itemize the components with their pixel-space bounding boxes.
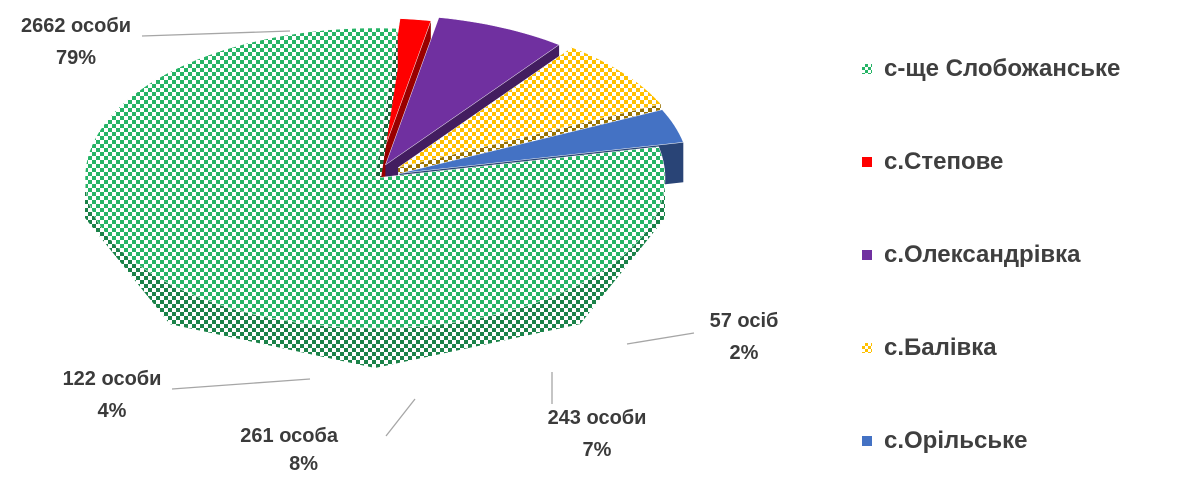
data-label-percent: 2% <box>730 342 759 364</box>
data-label-percent: 79% <box>56 47 96 69</box>
data-label-count: 57 осіб <box>710 310 779 332</box>
legend-swatch <box>862 435 872 446</box>
legend-swatch <box>862 249 872 260</box>
leader-line <box>385 398 416 437</box>
legend-label: с.Степове <box>884 147 1004 175</box>
legend-label: с.Олександрівка <box>884 240 1081 268</box>
leader-line <box>141 30 291 37</box>
legend-swatch <box>862 342 872 353</box>
legend-label: с.Балівка <box>884 333 997 361</box>
data-label-count: 122 особи <box>63 368 162 390</box>
pie-chart: 2662 особи 79% 57 осіб 2% 243 особи 7% 261 осо… <box>21 15 1120 475</box>
pie-slice-side <box>85 178 665 368</box>
data-label-percent: 4% <box>98 400 127 422</box>
legend-label: с-ще Слобожанське <box>884 54 1121 82</box>
data-label-count: 243 особи <box>548 407 647 429</box>
slices-layer <box>84 17 684 368</box>
leader-line <box>626 332 695 345</box>
legend-item-stepove[interactable]: с.Степове <box>862 115 1172 208</box>
pie-slice-top <box>384 17 560 166</box>
data-label-count: 261 особа <box>240 425 339 447</box>
legend-item-slobozhanske[interactable]: с-ще Слобожанське <box>862 22 1172 115</box>
pie-slice[interactable] <box>84 27 666 368</box>
data-label-percent: 7% <box>583 439 612 461</box>
legend-swatch <box>862 63 872 74</box>
pie-chart-svg: 2662 особи 79% 57 осіб 2% 243 особи 7% 261 осо… <box>21 15 778 475</box>
legend-item-orilske[interactable]: с.Орільське <box>862 394 1172 487</box>
pie-slice-top <box>377 18 432 169</box>
data-label-percent: 8% <box>289 453 318 475</box>
legend-item-balivka[interactable]: с.Балівка <box>862 301 1172 394</box>
pie-slice-top <box>399 109 684 174</box>
legend: с-ще Слобожанське с.Степове с.Олександрі… <box>862 22 1172 487</box>
legend-item-oleksandrivka[interactable]: с.Олександрівка <box>862 208 1172 301</box>
legend-label: с.Орільське <box>884 426 1028 454</box>
data-labels: 2662 особи 79% 57 осіб 2% 243 особи 7% 261 осо… <box>21 15 778 475</box>
data-label-count: 2662 особи <box>21 15 131 37</box>
pie-slice-top <box>84 27 666 329</box>
leader-lines <box>141 30 695 437</box>
pie-slice-top <box>398 47 662 168</box>
legend-swatch <box>862 156 872 167</box>
pie-slice-inner-wall <box>375 28 398 219</box>
leader-line <box>171 378 311 390</box>
